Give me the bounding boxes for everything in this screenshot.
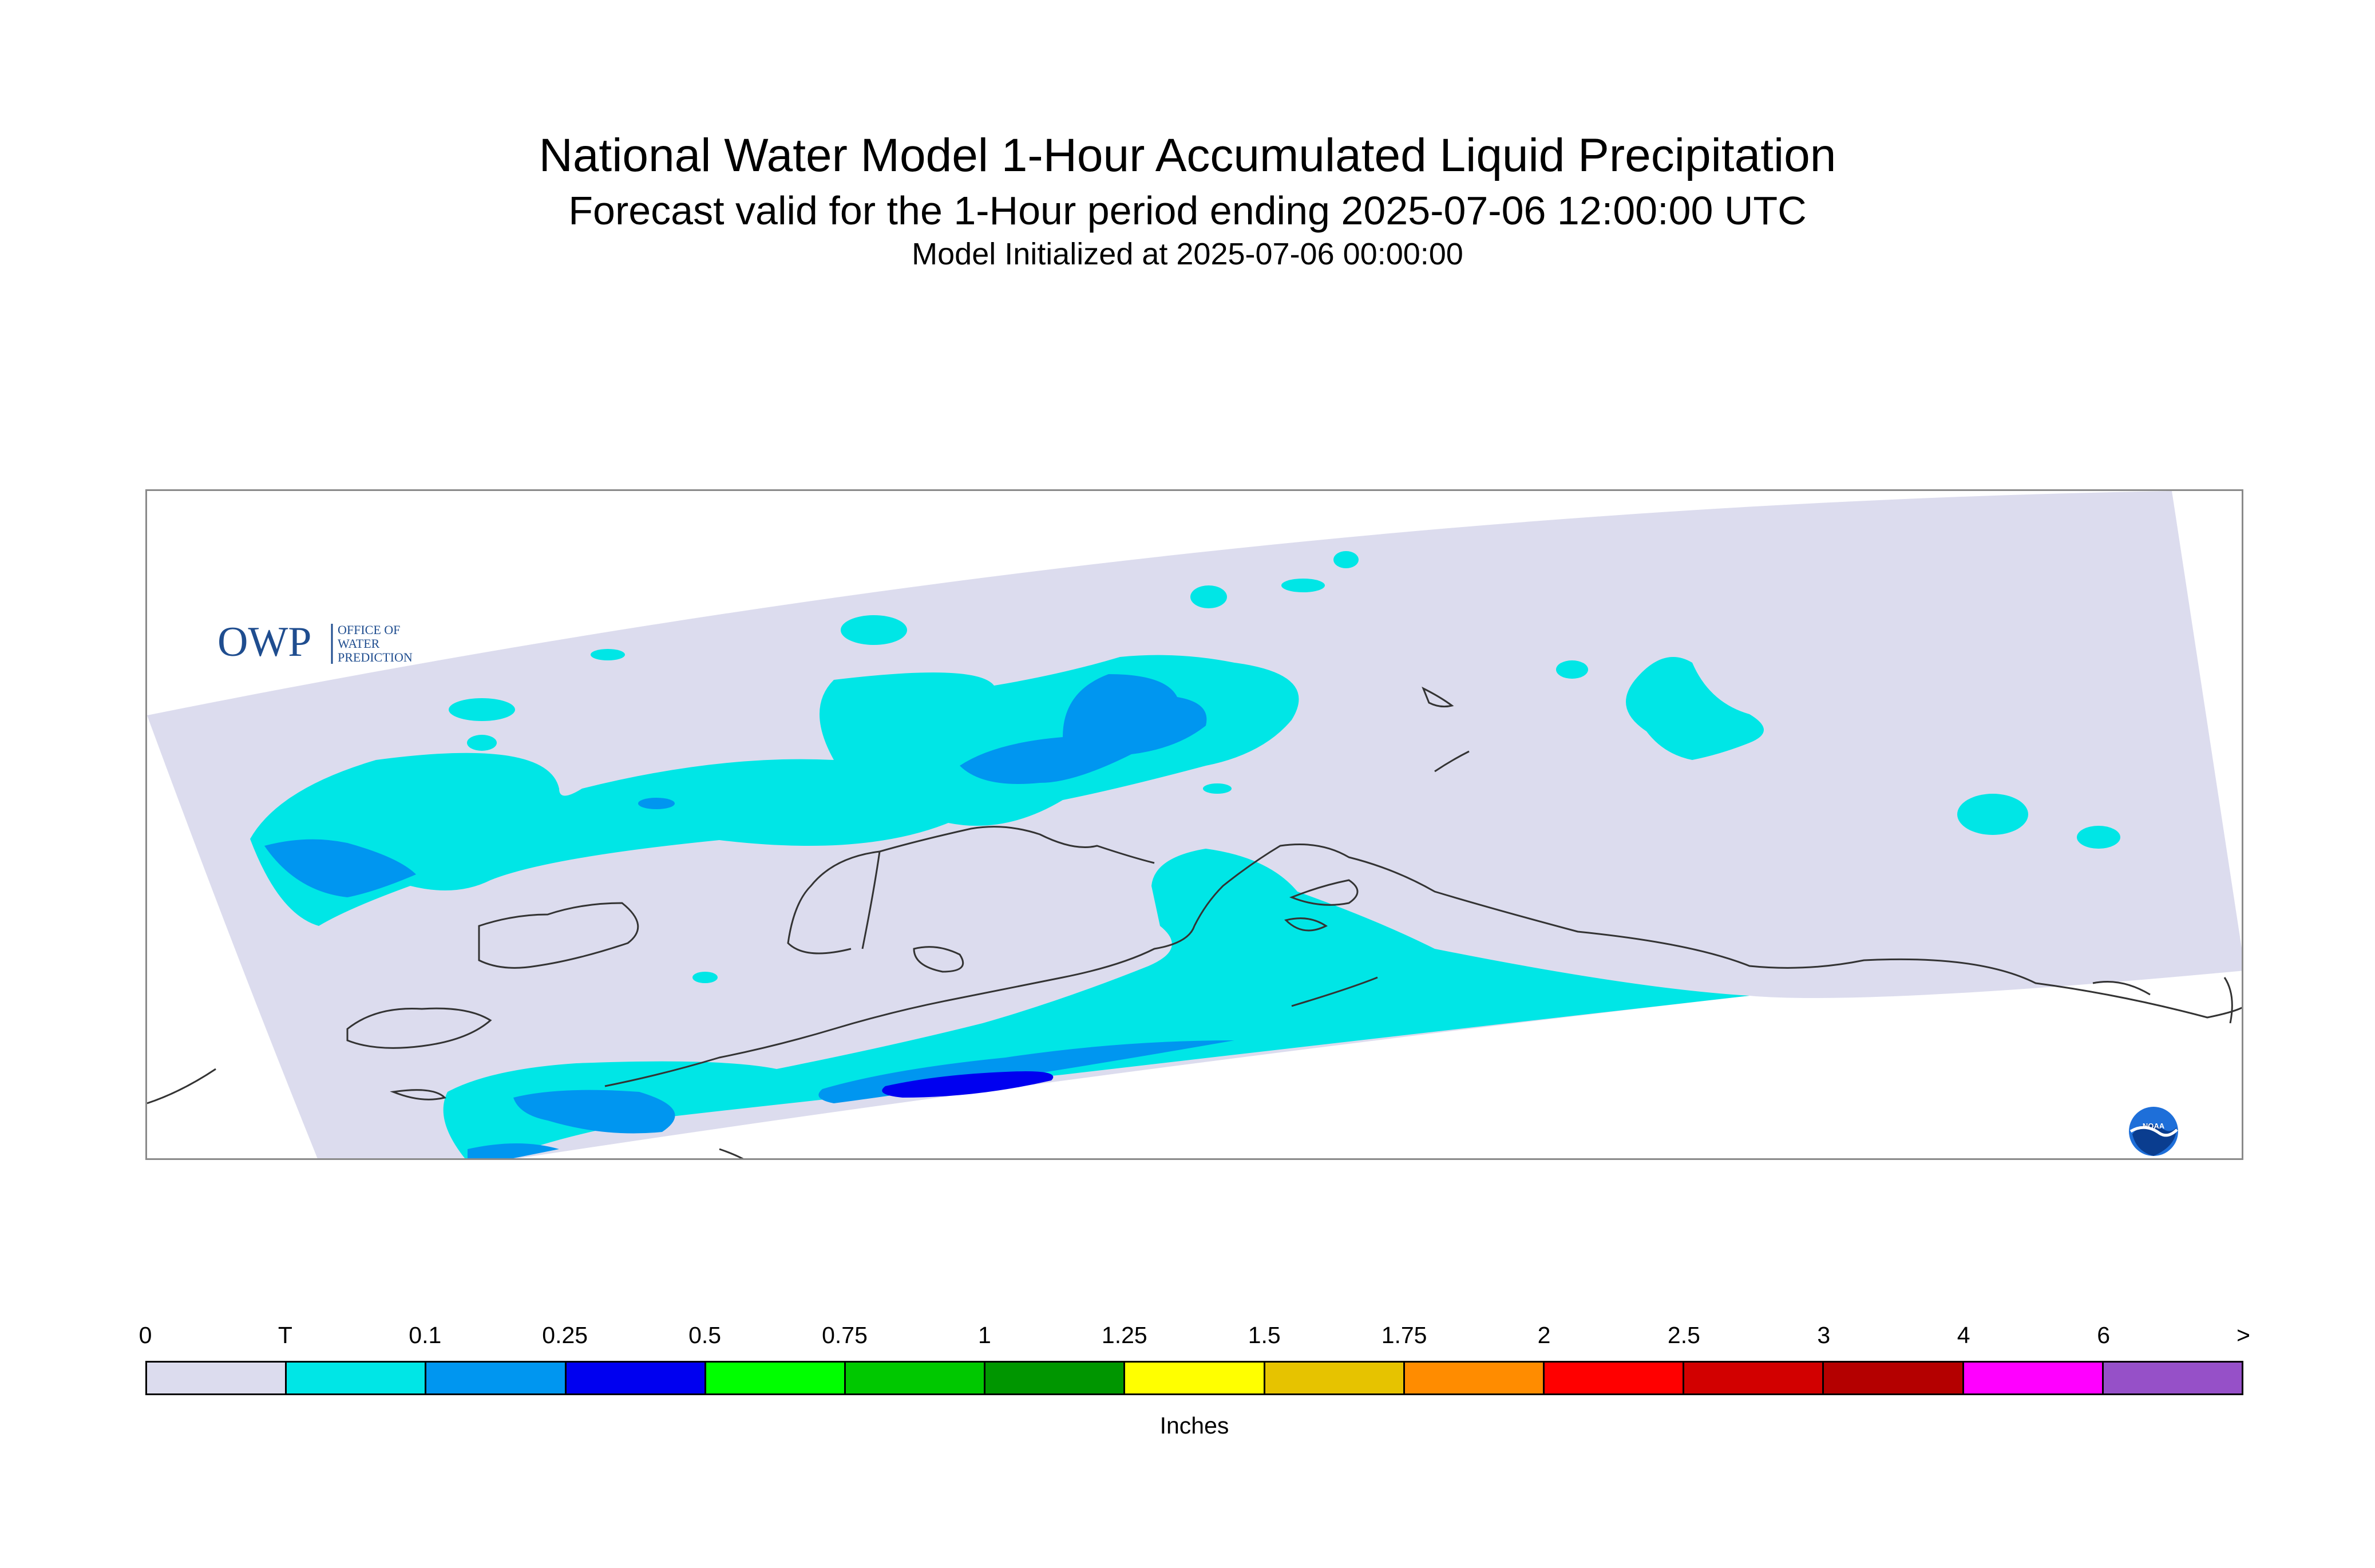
- legend-tick-label: 1.5: [1248, 1322, 1281, 1348]
- legend-tick-label: 4: [1957, 1322, 1970, 1348]
- legend-swatch: [706, 1363, 846, 1393]
- legend-swatch: [1125, 1363, 1265, 1393]
- legend-tick-label: >: [2237, 1322, 2250, 1348]
- legend-swatch: [426, 1363, 567, 1393]
- precipitation-map: [147, 491, 2242, 1158]
- map-panel: [145, 489, 2243, 1160]
- legend-tick-label: 0.1: [409, 1322, 442, 1348]
- owp-logo-line-1: OFFICE OF: [338, 623, 400, 637]
- legend-swatch: [1265, 1363, 1405, 1393]
- owp-logo-mark: OWP: [217, 619, 311, 666]
- legend-tick-label: 0: [138, 1322, 152, 1348]
- legend-swatch: [566, 1363, 706, 1393]
- model-init-line: Model Initialized at 2025-07-06 00:00:00: [912, 237, 1463, 271]
- legend-tick-label: 6: [2097, 1322, 2110, 1348]
- legend-swatch: [2103, 1363, 2242, 1393]
- legend-swatch: [147, 1363, 287, 1393]
- legend-color-bar: [145, 1361, 2243, 1395]
- legend-tick-label: 1: [977, 1322, 991, 1348]
- legend-swatch: [1824, 1363, 1964, 1393]
- legend-tick-label: 0.75: [822, 1322, 868, 1348]
- owp-logo: OWP OFFICE OF WATER PREDICTION: [217, 619, 413, 666]
- legend-swatch: [1684, 1363, 1824, 1393]
- owp-logo-line-2: WATER: [338, 636, 380, 651]
- legend-tick-label: 1.75: [1381, 1322, 1427, 1348]
- coastlines: [147, 686, 2242, 1158]
- owp-logo-line-3: PREDICTION: [338, 650, 413, 664]
- legend-swatch: [846, 1363, 986, 1393]
- legend-swatch: [985, 1363, 1126, 1393]
- legend-swatch: [287, 1363, 427, 1393]
- noaa-logo-mark: NOAA: [2143, 1122, 2165, 1130]
- legend-tick-label: T: [278, 1322, 292, 1348]
- precip-trace-to-0.1: [250, 551, 2120, 1158]
- legend-tick-label: 3: [1817, 1322, 1831, 1348]
- legend-tick-label: 2: [1537, 1322, 1551, 1348]
- model-domain: [147, 491, 2242, 1158]
- legend-tick-label: 0.25: [542, 1322, 588, 1348]
- legend-tick-label: 2.5: [1667, 1322, 1700, 1348]
- legend-units: Inches: [1159, 1412, 1229, 1439]
- noaa-logo: NOAA: [2129, 1107, 2178, 1156]
- legend-tick-label: 0.5: [688, 1322, 722, 1348]
- map-title: National Water Model 1-Hour Accumulated …: [539, 129, 1836, 181]
- precip-0.25-to-0.5: [882, 1071, 1054, 1098]
- legend-tick-label: 1.25: [1101, 1322, 1147, 1348]
- forecast-valid-line: Forecast valid for the 1-Hour period end…: [568, 188, 1807, 233]
- legend-swatch: [1404, 1363, 1545, 1393]
- legend-swatch: [1964, 1363, 2104, 1393]
- legend-swatch: [1545, 1363, 1685, 1393]
